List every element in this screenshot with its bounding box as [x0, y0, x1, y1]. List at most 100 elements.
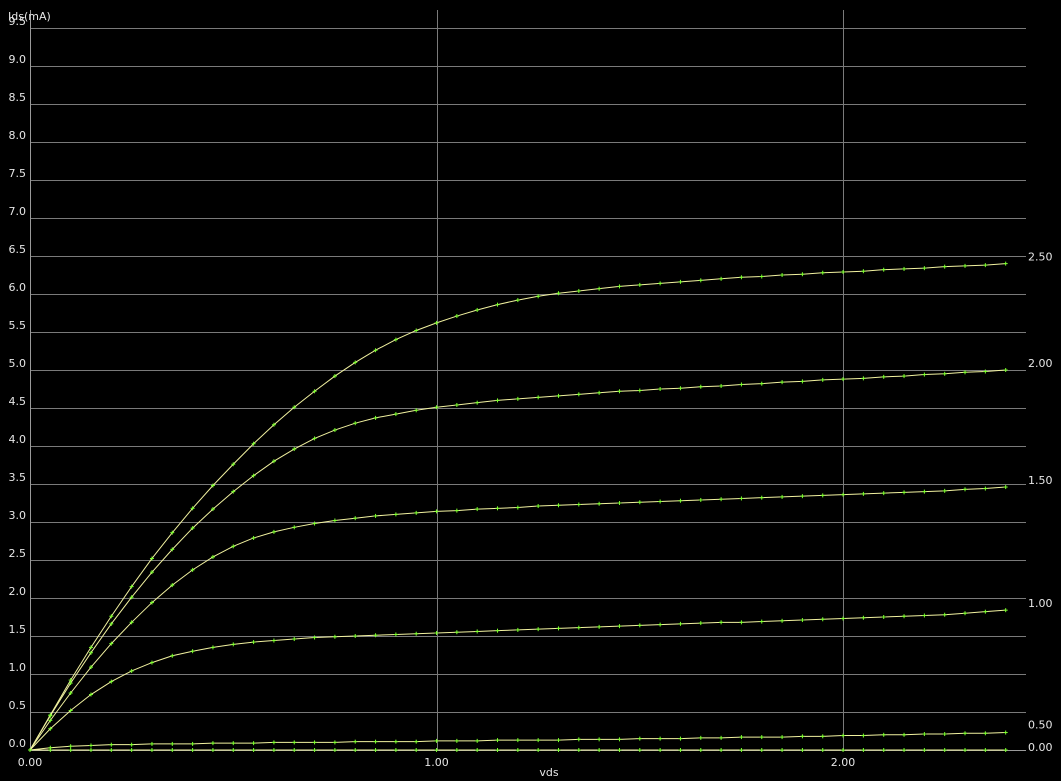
data-point [353, 748, 358, 752]
x-tick-label: 1.00 [424, 756, 449, 769]
data-point [312, 521, 317, 526]
y-tick-label: 4.5 [9, 395, 27, 408]
data-point [963, 370, 968, 375]
data-point [841, 616, 846, 621]
data-point [373, 748, 378, 752]
data-point [88, 748, 93, 752]
data-point [68, 708, 73, 713]
data-point [332, 374, 337, 379]
data-point [739, 620, 744, 625]
data-point [658, 281, 663, 286]
data-point [475, 629, 480, 634]
data-point [678, 498, 683, 503]
data-point [678, 621, 683, 626]
data-point [515, 738, 520, 743]
data-point [536, 504, 541, 509]
data-point [820, 377, 825, 382]
data-point [292, 405, 297, 410]
data-point [861, 269, 866, 274]
data-point [637, 748, 642, 752]
data-point [210, 507, 215, 512]
data-point [190, 526, 195, 531]
data-point [881, 267, 886, 272]
data-point [515, 298, 520, 303]
y-tick-label: 3.0 [9, 509, 27, 522]
data-point [658, 622, 663, 627]
data-point [1003, 261, 1008, 266]
data-point [983, 748, 988, 752]
data-point [454, 738, 459, 743]
data-point [800, 748, 805, 752]
data-point [678, 386, 683, 391]
data-point [170, 748, 175, 752]
data-point [312, 635, 317, 640]
data-point [698, 384, 703, 389]
series-1.00 [28, 608, 1008, 752]
data-point [109, 641, 114, 646]
data-point [698, 278, 703, 283]
data-point [536, 738, 541, 743]
data-point [414, 748, 419, 752]
series-label: 0.50 [1028, 719, 1053, 732]
data-point [190, 506, 195, 511]
data-point [190, 649, 195, 654]
series-label: 2.00 [1028, 357, 1053, 370]
data-point [576, 392, 581, 397]
data-point [210, 645, 215, 650]
series-1.50 [28, 485, 1008, 752]
data-point [414, 510, 419, 515]
data-point [759, 381, 764, 386]
data-point [475, 400, 480, 405]
data-point [658, 387, 663, 391]
series-2.00 [28, 368, 1008, 752]
data-point [637, 282, 642, 287]
data-point [414, 408, 419, 413]
series-0.50 [28, 730, 1008, 752]
data-point [475, 507, 480, 512]
data-point [698, 621, 703, 626]
data-point [963, 611, 968, 616]
data-point [780, 380, 785, 385]
data-point [983, 609, 988, 614]
data-point [678, 748, 683, 752]
data-point [820, 493, 825, 498]
data-point [922, 613, 927, 618]
data-point [251, 535, 256, 540]
data-point [454, 402, 459, 407]
data-point [983, 263, 988, 268]
data-point [515, 505, 520, 510]
y-axis-title: Ids(mA) [8, 10, 51, 23]
data-point [231, 489, 236, 494]
data-point [597, 748, 602, 752]
data-point [332, 428, 337, 433]
data-point [902, 732, 907, 737]
data-point [68, 681, 73, 686]
data-point [698, 748, 703, 752]
data-point [414, 631, 419, 636]
x-tick-label: 0.00 [18, 756, 43, 769]
data-point [434, 738, 439, 743]
data-point [902, 490, 907, 495]
data-point [170, 653, 175, 658]
data-point [719, 497, 724, 502]
y-tick-label: 1.0 [9, 661, 27, 674]
data-point [942, 264, 947, 269]
data-point [922, 748, 927, 752]
data-point [637, 736, 642, 741]
data-point [678, 736, 683, 741]
data-point [841, 377, 846, 382]
data-point [332, 634, 337, 639]
data-point [149, 748, 154, 752]
grid-lines [30, 10, 1026, 751]
data-point [332, 740, 337, 745]
data-point [292, 740, 297, 745]
series-label: 2.50 [1028, 251, 1053, 264]
data-point [861, 491, 866, 496]
data-point [780, 273, 785, 277]
data-point [739, 496, 744, 501]
data-point [271, 638, 276, 643]
data-point [820, 617, 825, 622]
data-point [373, 415, 378, 420]
